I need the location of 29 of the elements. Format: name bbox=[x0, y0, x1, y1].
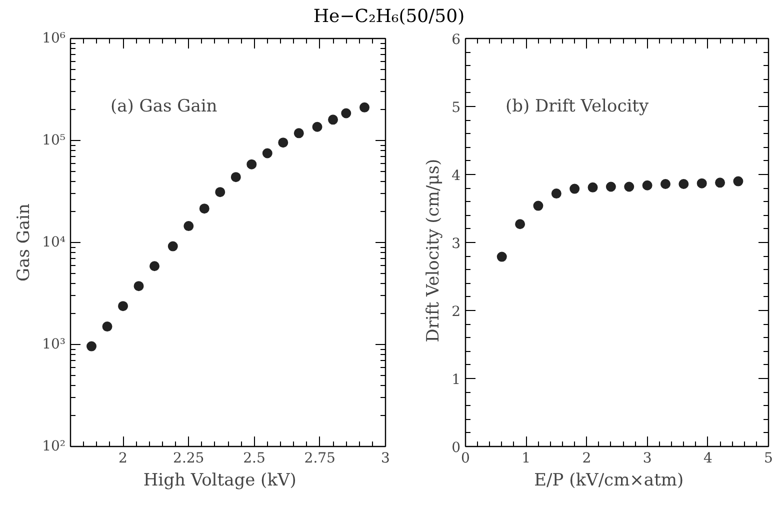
y-tick-label: 10⁴ bbox=[42, 234, 66, 250]
x-tick-label: 5 bbox=[764, 450, 773, 466]
x-tick-label: 4 bbox=[703, 450, 712, 466]
y-tick-label: 2 bbox=[452, 304, 461, 320]
x-tick-label: 3 bbox=[642, 450, 652, 466]
x-tick-label: 1 bbox=[522, 450, 531, 466]
y-tick-label: 10⁶ bbox=[42, 30, 66, 46]
x-tick-label: 3 bbox=[381, 450, 390, 466]
annotation: (a) Gas Gain bbox=[110, 96, 218, 116]
y-axis-title: Drift Velocity (cm/μs) bbox=[424, 158, 444, 342]
x-axis-title: E/P (kV/cm×atm) bbox=[534, 470, 684, 490]
y-tick-label: 3 bbox=[452, 236, 461, 252]
y-tick-label: 10³ bbox=[42, 336, 66, 352]
y-axis-title: Gas Gain bbox=[14, 203, 34, 282]
y-tick-label: 10⁵ bbox=[42, 132, 66, 148]
x-tick-label: 2.75 bbox=[304, 450, 336, 466]
x-tick-label: 2.25 bbox=[173, 450, 204, 466]
x-tick-label: 2 bbox=[118, 450, 128, 466]
y-tick-label: 1 bbox=[452, 372, 461, 388]
y-tick-label: 0 bbox=[452, 440, 461, 456]
y-tick-label: 6 bbox=[452, 32, 461, 48]
y-tick-label: 4 bbox=[452, 168, 461, 184]
x-tick-label: 2.5 bbox=[243, 450, 266, 466]
x-axis-title: High Voltage (kV) bbox=[143, 470, 296, 490]
y-tick-label: 10² bbox=[42, 438, 66, 454]
y-tick-label: 5 bbox=[452, 100, 461, 116]
chart-title: He−C₂H₆(50/50) bbox=[313, 5, 465, 29]
annotation: (b) Drift Velocity bbox=[506, 96, 650, 116]
x-tick-label: 2 bbox=[582, 450, 592, 466]
